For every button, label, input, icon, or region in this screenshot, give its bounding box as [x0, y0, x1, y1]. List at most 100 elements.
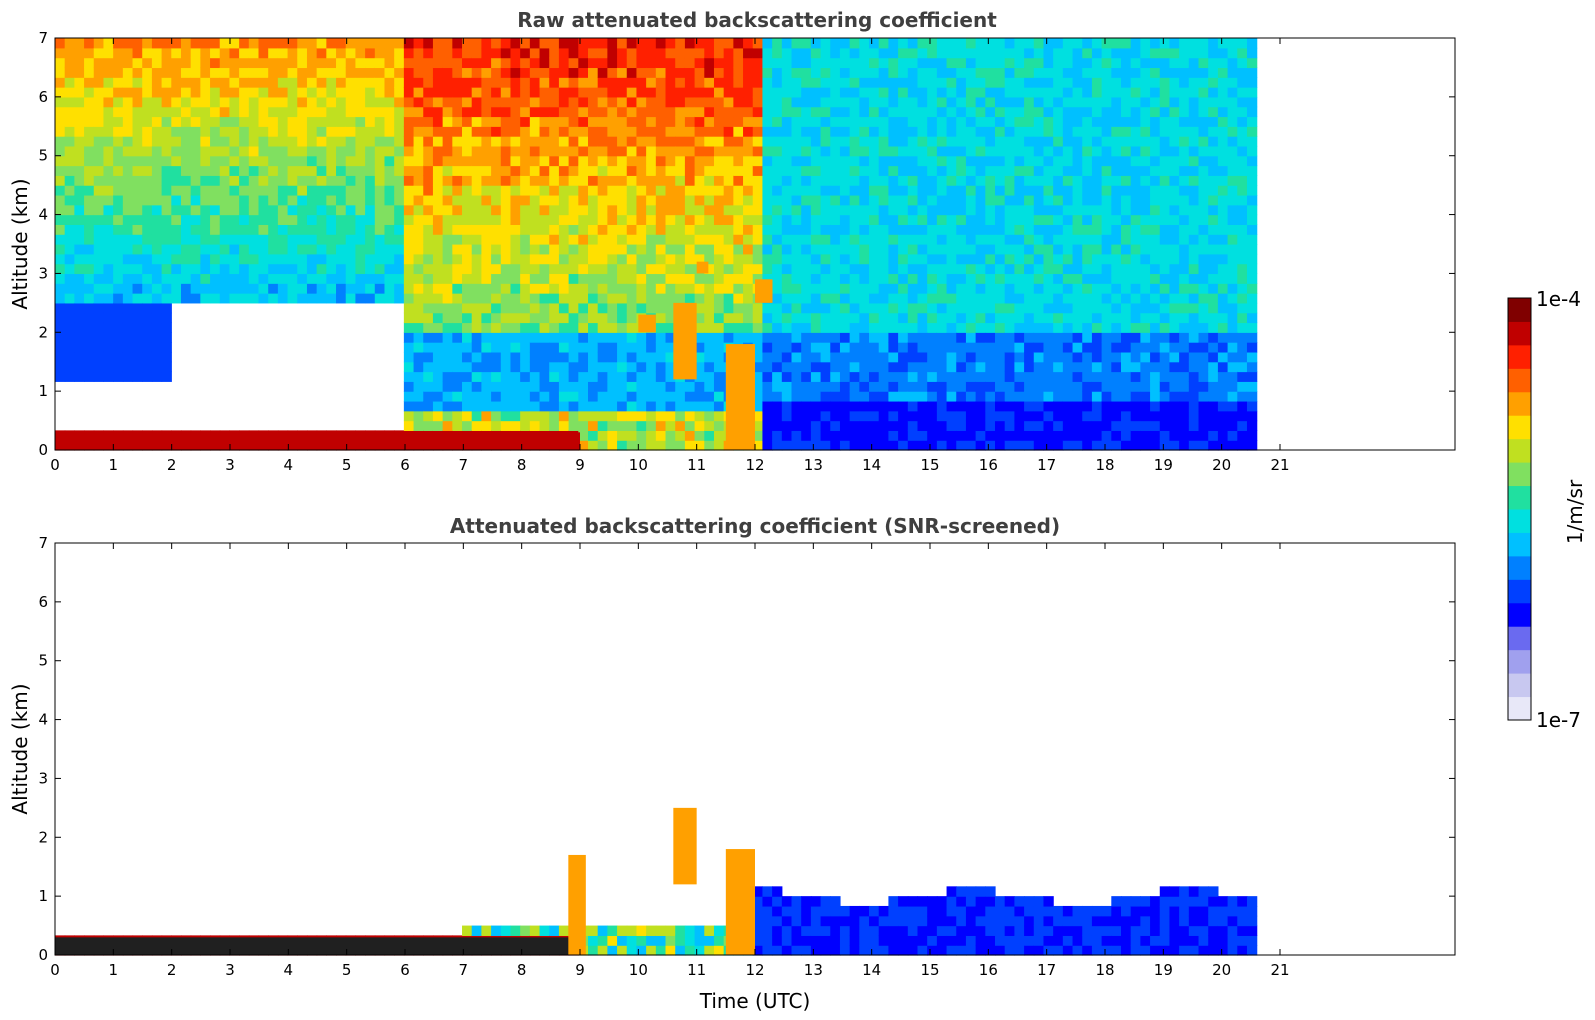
heatmap-cell: [578, 116, 589, 127]
heatmap-cell: [1043, 96, 1054, 108]
heatmap-cell: [394, 175, 405, 186]
heatmap-cell: [1198, 47, 1209, 59]
heatmap-cell: [820, 244, 831, 255]
heatmap-cell: [965, 332, 977, 343]
heatmap-cell: [1062, 371, 1074, 382]
heatmap-cell: [1014, 126, 1025, 137]
heatmap-cell: [403, 263, 415, 275]
heatmap-cell: [1024, 67, 1035, 78]
heatmap-cell: [442, 371, 453, 382]
heatmap-cell: [869, 145, 880, 157]
heatmap-cell: [1053, 57, 1064, 69]
heatmap-cell: [1091, 312, 1103, 324]
heatmap-cell: [549, 312, 560, 324]
heatmap-cell: [1004, 194, 1015, 206]
heatmap-cell: [723, 234, 734, 245]
heatmap-cell: [432, 381, 444, 392]
heatmap-cell: [675, 145, 686, 157]
heatmap-cell: [219, 234, 231, 245]
heatmap-cell: [1246, 185, 1258, 196]
heatmap-cell: [781, 155, 793, 167]
heatmap-cell: [1140, 126, 1151, 137]
heatmap-cell: [1111, 332, 1122, 343]
heatmap-cell: [927, 351, 938, 363]
heatmap-cell: [403, 38, 415, 49]
heatmap-cell: [365, 126, 376, 137]
heatmap-cell: [1169, 391, 1180, 402]
heatmap-cell: [849, 145, 860, 157]
heatmap-cell: [1053, 77, 1064, 88]
heatmap-cell: [1130, 391, 1141, 402]
heatmap-cell: [762, 204, 773, 216]
heatmap-cell: [1208, 57, 1219, 69]
heatmap-cell: [839, 440, 851, 451]
heatmap-cell: [1043, 440, 1054, 451]
heatmap-cell: [539, 165, 550, 176]
heatmap-cell: [1004, 381, 1015, 392]
heatmap-cell: [520, 400, 531, 412]
cloud-feature: [755, 279, 773, 303]
heatmap-cell: [869, 430, 880, 441]
heatmap-cell: [103, 342, 114, 353]
heatmap-cell: [1004, 185, 1015, 196]
heatmap-cell: [355, 145, 366, 157]
heatmap-cell: [752, 87, 764, 98]
heatmap-cell: [122, 96, 134, 108]
heatmap-cell: [1208, 244, 1219, 255]
heatmap-cell: [772, 322, 783, 333]
heatmap-cell: [578, 194, 589, 206]
heatmap-cell: [500, 57, 512, 69]
heatmap-cell: [1179, 106, 1190, 118]
heatmap-cell: [442, 96, 453, 108]
heatmap-cell: [84, 165, 95, 176]
heatmap-cell: [365, 116, 376, 127]
heatmap-cell: [1208, 381, 1219, 392]
heatmap-cell: [878, 342, 890, 353]
heatmap-cell: [946, 283, 957, 294]
heatmap-cell: [403, 96, 415, 108]
heatmap-cell: [927, 234, 938, 245]
heatmap-cell: [1217, 126, 1229, 137]
heatmap-cell: [927, 273, 938, 284]
heatmap-cell: [64, 361, 75, 373]
heatmap-cell: [568, 194, 579, 206]
heatmap-cell: [772, 342, 783, 353]
heatmap-cell: [151, 194, 163, 206]
heatmap-cell: [839, 96, 851, 108]
heatmap-cell: [345, 96, 357, 108]
heatmap-cell: [936, 410, 948, 422]
heatmap-cell: [1208, 185, 1219, 196]
heatmap-cell: [665, 126, 676, 137]
heatmap-cell: [704, 244, 715, 255]
heatmap-cell: [588, 322, 599, 333]
snr-panel-title: Attenuated backscattering coefficient (S…: [450, 514, 1060, 538]
heatmap-cell: [180, 67, 192, 78]
heatmap-cell: [1179, 234, 1190, 245]
x-tick-label: 2: [167, 456, 177, 474]
heatmap-cell: [151, 165, 163, 176]
heatmap-cell: [74, 224, 85, 235]
heatmap-cell: [336, 96, 347, 108]
heatmap-cell: [200, 126, 211, 137]
heatmap-cell: [510, 342, 521, 353]
heatmap-cell: [336, 47, 347, 59]
heatmap-cell: [1004, 283, 1015, 294]
heatmap-cell: [1082, 155, 1093, 167]
heatmap-cell: [869, 293, 880, 304]
heatmap-cell: [791, 77, 802, 88]
heatmap-cell: [520, 194, 531, 206]
heatmap-cell: [384, 57, 395, 69]
heatmap-cell: [839, 234, 851, 245]
heatmap-cell: [210, 214, 221, 225]
heatmap-cell: [1033, 214, 1045, 225]
heatmap-cell: [1014, 371, 1025, 382]
heatmap-cell: [64, 351, 75, 363]
heatmap-cell: [122, 322, 134, 333]
heatmap-cell: [1072, 430, 1083, 441]
heatmap-cell: [607, 273, 618, 284]
heatmap-cell: [713, 381, 725, 392]
heatmap-cell: [704, 116, 715, 127]
heatmap-cell: [1091, 185, 1103, 196]
heatmap-cell: [84, 57, 95, 69]
heatmap-cell: [297, 185, 308, 196]
